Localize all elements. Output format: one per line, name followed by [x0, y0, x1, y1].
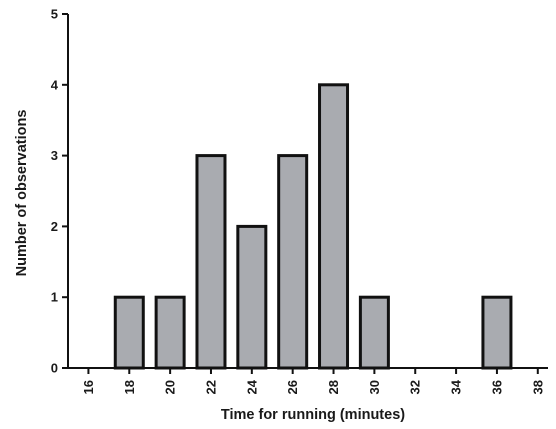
- x-tick-label: 18: [122, 380, 137, 394]
- bar-28: [318, 83, 350, 370]
- x-tick-label: 32: [408, 380, 423, 394]
- x-tick-label: 30: [367, 380, 382, 394]
- x-tick-label: 22: [203, 380, 218, 394]
- y-tick-label: 1: [51, 290, 58, 305]
- y-tick-label: 5: [51, 7, 58, 22]
- x-tick-label: 28: [326, 380, 341, 394]
- axes-group: [67, 14, 548, 369]
- bar-18: [113, 295, 145, 370]
- y-tick-label: 0: [51, 361, 58, 376]
- x-tick-label: 16: [81, 380, 96, 394]
- bar-22: [195, 154, 227, 370]
- x-tick-label: 24: [244, 379, 259, 394]
- x-tick-label: 36: [489, 380, 504, 394]
- y-axis-title: Number of observations: [14, 110, 30, 277]
- bar-26: [277, 154, 309, 370]
- bar-36: [481, 295, 513, 370]
- bar-30: [358, 295, 390, 370]
- x-axis-title: Time for running (minutes): [221, 407, 405, 423]
- x-tick-label: 34: [449, 379, 464, 394]
- bar-24: [236, 224, 268, 370]
- x-tick-label: 26: [285, 380, 300, 394]
- y-tick-label: 4: [51, 77, 59, 92]
- x-axis-ticks: 16 18 20 22 24 26 28 30 32 34 36 38: [81, 368, 545, 394]
- x-tick-label: 38: [530, 380, 545, 394]
- bar-20: [154, 295, 186, 370]
- y-axis-ticks: 0 1 2 3 4 5: [51, 7, 68, 376]
- y-tick-label: 3: [51, 148, 58, 163]
- y-tick-label: 2: [51, 219, 58, 234]
- x-tick-label: 20: [163, 380, 178, 394]
- bars-group: [113, 83, 513, 370]
